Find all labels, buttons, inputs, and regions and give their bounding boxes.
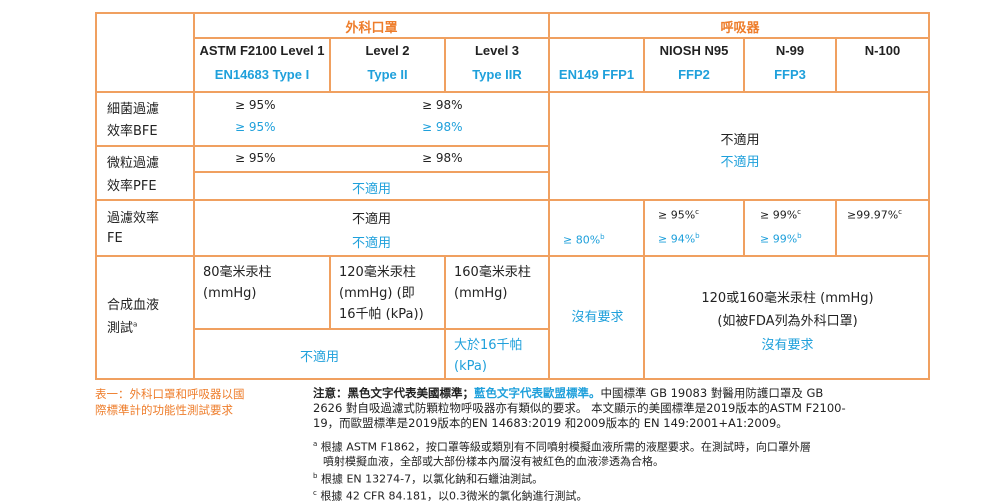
- notes-lead-rest: 中國標準 GB 19083 對醫用防護口罩及 GB: [600, 386, 824, 400]
- row-label-pfe-1: 微粒過濾: [107, 156, 160, 171]
- col-line: [643, 199, 645, 380]
- col-n95: NIOSH N95: [659, 43, 729, 58]
- col-level3: Level 3: [474, 43, 520, 58]
- pfe-level1: ≥ 95%: [235, 151, 276, 165]
- col-line: [743, 37, 745, 91]
- col-line: [444, 37, 446, 91]
- col-ffp2: FFP2: [678, 67, 710, 82]
- blood-respirator-eu: 沒有要求: [761, 338, 814, 353]
- fe-ffp2: ≥ 94%b: [658, 232, 700, 246]
- table-notes: 注意：黑色文字代表美國標準；藍色文字代表歐盟標準。中國標準 GB 19083 對…: [313, 386, 933, 431]
- notes-line3: 19，而歐盟標準是2019版本的EN 14683:2019 和2009版本的 E…: [313, 416, 788, 430]
- footnote-c: c 根據 42 CFR 84.181，以0.3微米的氯化鈉進行測試。: [313, 489, 588, 503]
- row-label-blood-2: 測試a: [107, 320, 138, 336]
- footnotes: a 根據 ASTM F1862，按口罩等級或類別有不同噴射模擬血液所需的液壓要求…: [313, 437, 933, 504]
- col-line: [329, 37, 331, 91]
- bfe-level1-us: ≥ 95%: [235, 98, 276, 112]
- table-caption: 表一：外科口罩和呼吸器以國 際標準計的功能性測試要求: [95, 387, 245, 417]
- bfe-pfe-respirator-na-eu: 不適用: [720, 155, 760, 170]
- row-label-fe-1: 過濾效率: [107, 211, 160, 226]
- row-label-fe-2: FE: [107, 231, 123, 246]
- header-surgical-masks: 外科口罩: [345, 21, 398, 36]
- footnote-b: b 根據 EN 13274-7，以氯化鈉和石蠟油測試。: [313, 471, 544, 486]
- fe-n99: ≥ 99%c: [760, 208, 802, 222]
- fe-ffp1: ≥ 80%b: [563, 233, 605, 247]
- col-line: [193, 12, 195, 380]
- col-n99: N-99: [775, 43, 805, 58]
- col-line: [743, 199, 745, 255]
- notes-line2: 2626 對自吸過濾式防顆粒物呼吸器亦有類似的要求。 本文顯示的美國標準是201…: [313, 401, 846, 415]
- row-line: [95, 91, 930, 93]
- blood-eu-na: 不適用: [299, 350, 339, 365]
- bfe-pfe-respirator-na: 不適用: [720, 133, 760, 148]
- notes-lead-bold: 注意：黑色文字代表美國標準；: [313, 386, 474, 400]
- bfe-level23-eu: ≥ 98%: [422, 120, 463, 134]
- fe-ffp3: ≥ 99%b: [760, 232, 802, 246]
- col-line: [835, 37, 837, 91]
- blood-ffp1: 沒有要求: [571, 310, 624, 325]
- fe-n95: ≥ 95%c: [658, 208, 700, 222]
- col-line: [548, 12, 550, 380]
- notes-lead-blue: 藍色文字代表歐盟標準。: [474, 386, 601, 400]
- col-astm-level1: ASTM F2100 Level 1: [199, 43, 325, 58]
- blood-level3: 160毫米汞柱 (mmHg): [454, 265, 531, 301]
- col-en-type1: EN14683 Type I: [214, 67, 310, 82]
- blood-level1: 80毫米汞柱 (mmHg): [203, 265, 272, 301]
- row-line: [193, 328, 550, 330]
- table-border-right: [928, 12, 930, 380]
- footnote-a-cont: 噴射模擬血液，全部或大部份樣本內層沒有被紅色的血液滲透為合格。: [323, 454, 664, 468]
- row-line: [193, 37, 930, 39]
- col-type2: Type II: [367, 67, 408, 82]
- col-type2r: Type IIR: [472, 67, 522, 82]
- col-ffp1: EN149 FFP1: [558, 67, 635, 82]
- standards-table: 外科口罩 呼吸器 ASTM F2100 Level 1 EN14683 Type…: [95, 12, 930, 380]
- col-n100: N-100: [864, 43, 901, 58]
- row-label-blood-1: 合成血液: [107, 298, 160, 313]
- row-label-bfe-2: 效率BFE: [107, 124, 158, 139]
- bfe-level23-us: ≥ 98%: [422, 98, 463, 112]
- col-line: [643, 37, 645, 91]
- row-label-bfe-1: 細菌過濾: [107, 102, 160, 117]
- bfe-level1-eu: ≥ 95%: [235, 120, 276, 134]
- row-line: [95, 255, 930, 257]
- blood-respirator-1: 120或160毫米汞柱 (mmHg): [701, 291, 874, 306]
- blood-respirator-2: (如被FDA列為外科口罩): [717, 314, 858, 329]
- col-line: [444, 255, 446, 378]
- col-line: [95, 12, 97, 380]
- row-line: [95, 199, 930, 201]
- row-line: [193, 171, 550, 173]
- pfe-level23: ≥ 98%: [422, 151, 463, 165]
- blood-level3-eu: 大於16千帕 (kPa): [454, 338, 523, 374]
- col-ffp3: FFP3: [774, 67, 806, 82]
- col-level2: Level 2: [365, 43, 410, 58]
- fe-surgical-na-eu: 不適用: [351, 236, 391, 251]
- table-border-top: [95, 12, 930, 14]
- blood-level2: 120毫米汞柱 (mmHg) (即 16千帕 (kPa)): [339, 265, 424, 322]
- footnote-a: a 根據 ASTM F1862，按口罩等級或類別有不同噴射模擬血液所需的液壓要求…: [313, 440, 811, 454]
- col-line: [835, 199, 837, 255]
- fe-surgical-na: 不適用: [351, 212, 391, 227]
- pfe-eu-na: 不適用: [351, 182, 391, 197]
- fe-n100: ≥99.97%c: [847, 208, 903, 222]
- col-line: [329, 255, 331, 328]
- table-border-bottom: [95, 378, 930, 380]
- row-label-pfe-2: 效率PFE: [107, 179, 157, 194]
- header-respirators: 呼吸器: [720, 21, 760, 36]
- row-line: [95, 145, 550, 147]
